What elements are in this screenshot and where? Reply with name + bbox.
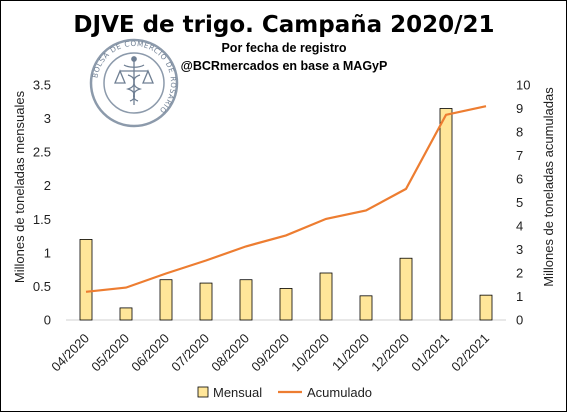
bcr-logo-seal: BOLSA DE COMERCIO DE ROSARIO bbox=[89, 38, 179, 128]
chart-subtitle-line1: Por fecha de registro bbox=[221, 41, 346, 55]
y2-axis-label: Millones de toneladas acumuladas bbox=[541, 87, 556, 287]
bar-mensual-01/2021 bbox=[439, 108, 453, 321]
bar-mensual-10/2020 bbox=[319, 272, 333, 321]
right-tick-label: 8 bbox=[516, 125, 523, 140]
chart-title: DJVE de trigo. Campaña 2020/21 bbox=[73, 12, 494, 38]
x-tick-label: 08/2020 bbox=[208, 331, 252, 375]
bar-mensual-02/2021 bbox=[479, 294, 493, 321]
bar-mensual-06/2020 bbox=[159, 279, 173, 321]
x-tick-label: 07/2020 bbox=[168, 331, 212, 375]
right-tick-label: 5 bbox=[516, 195, 523, 210]
x-tick-label: 01/2021 bbox=[408, 331, 452, 375]
bar-mensual-07/2020 bbox=[199, 282, 213, 321]
left-tick-label: 2.5 bbox=[33, 145, 51, 160]
x-tick-label: 05/2020 bbox=[88, 331, 132, 375]
bar-mensual-04/2020 bbox=[79, 239, 93, 321]
y-axis-label: Millones de toneladas mensuales bbox=[12, 90, 27, 283]
left-axis-ticks: 0 0.5 1 1.5 2 2.5 3 3.5 bbox=[33, 78, 51, 328]
bar-series-mensual bbox=[79, 108, 493, 321]
right-tick-label: 4 bbox=[516, 219, 523, 234]
x-tick-label: 04/2020 bbox=[48, 331, 92, 375]
right-tick-label: 0 bbox=[516, 313, 523, 328]
x-tick-label: 02/2021 bbox=[448, 331, 492, 375]
x-tick-label: 12/2020 bbox=[368, 331, 412, 375]
legend-label-acumulado: Acumulado bbox=[307, 385, 372, 400]
chart-subtitle-line2: @BCRmercados en base a MAGyP bbox=[181, 59, 388, 73]
left-tick-label: 0 bbox=[44, 313, 51, 328]
left-tick-label: 3.5 bbox=[33, 78, 51, 93]
right-axis-ticks: 0 1 2 3 4 5 6 7 8 9 10 bbox=[516, 78, 530, 328]
x-tick-label: 11/2020 bbox=[329, 331, 372, 374]
right-tick-label: 3 bbox=[516, 242, 523, 257]
right-tick-label: 1 bbox=[516, 289, 523, 304]
left-tick-label: 3 bbox=[44, 111, 51, 126]
right-tick-label: 9 bbox=[516, 101, 523, 116]
bar-mensual-11/2020 bbox=[359, 295, 373, 321]
left-tick-label: 1 bbox=[44, 245, 51, 260]
legend-label-mensual: Mensual bbox=[213, 385, 262, 400]
left-tick-label: 2 bbox=[44, 178, 51, 193]
x-tick-label: 06/2020 bbox=[128, 331, 172, 375]
right-tick-label: 10 bbox=[516, 78, 530, 93]
right-tick-label: 7 bbox=[516, 148, 523, 163]
left-tick-label: 1.5 bbox=[33, 212, 51, 227]
bar-mensual-05/2020 bbox=[119, 307, 133, 321]
left-tick-label: 0.5 bbox=[33, 279, 51, 294]
x-axis-ticks: 04/202005/202006/202007/202008/202009/20… bbox=[48, 331, 492, 375]
bar-mensual-12/2020 bbox=[399, 257, 413, 321]
x-tick-label: 09/2020 bbox=[248, 331, 292, 375]
right-tick-label: 6 bbox=[516, 172, 523, 187]
line-series-acumulado bbox=[85, 105, 487, 293]
right-tick-label: 2 bbox=[516, 266, 523, 281]
x-tick-label: 10/2020 bbox=[288, 331, 332, 375]
bar-mensual-09/2020 bbox=[279, 288, 293, 321]
legend-swatch-mensual bbox=[197, 386, 209, 398]
bar-mensual-08/2020 bbox=[239, 279, 253, 321]
caduceus-icon bbox=[114, 56, 154, 105]
legend: Mensual Acumulado bbox=[197, 385, 372, 400]
